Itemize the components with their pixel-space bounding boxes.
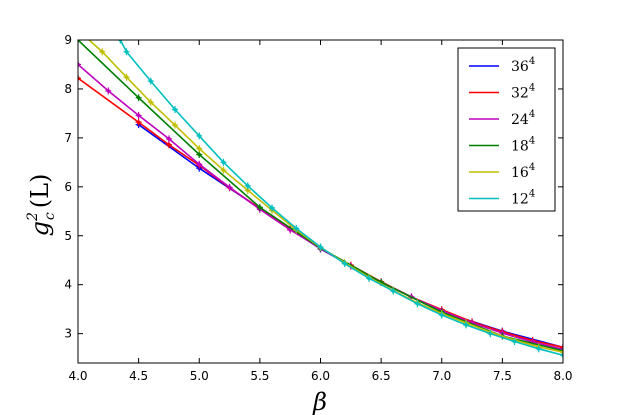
data-point: [196, 160, 203, 168]
data-point: [172, 105, 178, 113]
legend-item: 324: [469, 83, 535, 102]
data-point: [165, 135, 172, 143]
y-axis-label-suffix: (L): [26, 174, 54, 209]
data-point: [147, 98, 154, 106]
data-point: [135, 94, 142, 102]
legend-label: 364: [511, 56, 535, 75]
data-point: [196, 151, 203, 159]
data-point: [75, 27, 81, 34]
data-point: [463, 321, 469, 329]
legend-box: [457, 47, 556, 212]
data-point: [172, 121, 178, 129]
y-axis-label-main: g: [26, 221, 54, 236]
data-point: [135, 118, 142, 126]
y-tick-label: 7: [64, 131, 72, 145]
x-tick-label: 7.0: [432, 369, 451, 383]
legend-item: 124: [469, 189, 535, 208]
data-point: [123, 73, 130, 81]
data-point: [487, 330, 494, 338]
y-axis-label-sup: 2: [25, 212, 41, 222]
data-point: [366, 274, 372, 282]
data-point: [390, 287, 397, 295]
data-point: [123, 48, 130, 56]
series-12-4: [117, 40, 563, 359]
data-point: [99, 48, 106, 56]
legend-label: 124: [511, 189, 535, 208]
data-point: [105, 87, 112, 95]
legend-label: 324: [511, 83, 535, 102]
data-point: [317, 243, 324, 251]
data-point: [147, 77, 154, 85]
data-point: [220, 166, 227, 174]
data-point: [165, 141, 172, 149]
y-axis-label-sub: c: [42, 212, 58, 220]
data-point: [135, 111, 142, 119]
legend-item: 364: [469, 56, 535, 75]
x-tick-label: 7.5: [493, 369, 512, 383]
x-axis-label: β: [312, 388, 327, 415]
x-tick-label: 5.5: [250, 369, 269, 383]
series-layer: [75, 27, 563, 359]
x-tick-label: 4.0: [68, 369, 87, 383]
legend: 364 324 244 184 164 124: [457, 47, 556, 212]
legend-item: 164: [469, 162, 535, 181]
y-tick-label: 5: [64, 229, 72, 243]
data-point: [244, 182, 251, 190]
legend-item: 184: [469, 136, 535, 155]
data-point: [196, 132, 203, 140]
data-point: [341, 260, 348, 268]
data-point: [196, 145, 203, 153]
data-point: [293, 224, 300, 232]
legend-item: 244: [469, 109, 535, 128]
y-tick-label: 6: [64, 180, 72, 194]
x-tick-label: 4.5: [129, 369, 148, 383]
ticks-layer: 4.0 4.5 5.0 5.5 6.0 6.5 7.0 7.5 8.0 3 4 5 6 7 8 9: [64, 33, 572, 383]
data-point: [220, 158, 227, 166]
data-point: [269, 204, 275, 212]
data-point: [226, 183, 233, 191]
y-tick-label: 4: [64, 278, 72, 292]
svg-text:g2c(L): g2c (L): [25, 174, 58, 237]
y-tick-label: 8: [64, 82, 72, 96]
legend-label: 164: [511, 162, 535, 181]
series-line: [119, 40, 563, 356]
data-point: [256, 203, 263, 211]
legend-label: 244: [511, 109, 535, 128]
data-point: [438, 311, 445, 319]
y-tick-label: 9: [64, 33, 72, 47]
x-tick-label: 5.0: [190, 369, 209, 383]
x-tick-label: 6.5: [372, 369, 391, 383]
x-tick-label: 8.0: [553, 369, 572, 383]
y-tick-label: 3: [64, 327, 72, 341]
data-point: [414, 300, 421, 308]
legend-label: 184: [511, 136, 535, 155]
data-point: [535, 345, 542, 353]
x-tick-label: 6.0: [311, 369, 330, 383]
data-point: [511, 337, 518, 345]
y-axis-label: g2c (L): [25, 174, 58, 237]
